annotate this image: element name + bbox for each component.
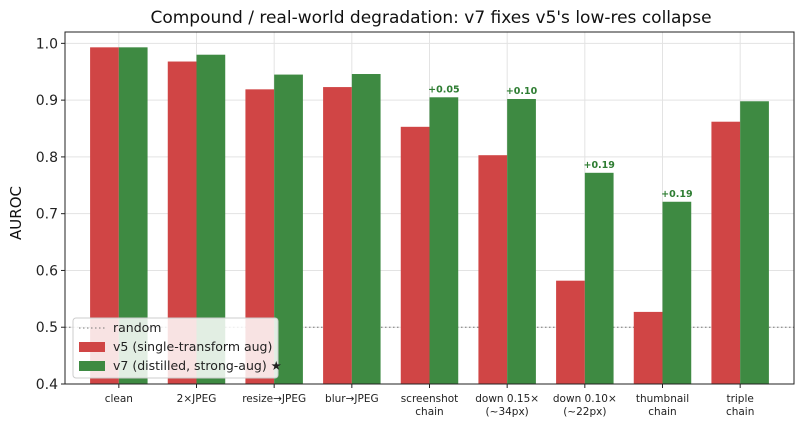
legend-box bbox=[72, 317, 279, 379]
legend-swatch bbox=[79, 361, 105, 371]
x-tick-label: (~22px) bbox=[563, 406, 606, 418]
y-tick-label: 0.7 bbox=[36, 207, 58, 223]
legend-random-label: random bbox=[113, 320, 161, 335]
bar-v5 bbox=[556, 280, 585, 384]
y-tick-label: 0.4 bbox=[36, 377, 58, 393]
legend: random v5 (single-transform aug) v7 (disti… bbox=[72, 317, 282, 379]
bar-v7 bbox=[351, 74, 381, 384]
y-axis-label: AUROC bbox=[7, 186, 25, 240]
x-tick-label: chain bbox=[415, 406, 443, 418]
x-tick-label: down 0.10× bbox=[553, 393, 617, 405]
bar-v7 bbox=[274, 74, 303, 385]
x-tick-label: chain bbox=[648, 406, 676, 418]
x-tick-label: triple bbox=[726, 393, 753, 405]
delta-annotation: +0.19 bbox=[661, 189, 692, 200]
chart-title: Compound / real-world degradation: v7 fi… bbox=[150, 8, 711, 28]
x-axis-ticks: clean 2×JPEG resize→JPEG blur→JPEG screensho… bbox=[105, 384, 754, 418]
y-axis-ticks: 0.4 0.5 0.6 0.7 0.8 0.9 1.0 bbox=[36, 36, 65, 393]
x-tick-label: resize→JPEG bbox=[242, 393, 306, 405]
x-tick-label: clean bbox=[105, 393, 133, 405]
bar-v5 bbox=[478, 155, 508, 384]
delta-annotation: +0.10 bbox=[506, 86, 538, 97]
bar-v5 bbox=[633, 311, 663, 384]
bar-v5 bbox=[711, 121, 741, 385]
legend-series-label: v5 (single-transform aug) bbox=[113, 339, 272, 354]
y-tick-label: 0.6 bbox=[36, 263, 58, 279]
bar-v5 bbox=[323, 87, 352, 384]
improvement-annotations: +0.05 +0.10 +0.19 +0.19 bbox=[428, 84, 692, 199]
x-tick-label: down 0.15× bbox=[475, 393, 539, 405]
x-tick-label: 2×JPEG bbox=[177, 393, 217, 405]
bar-v7 bbox=[584, 172, 614, 384]
bar-v5 bbox=[400, 126, 430, 385]
legend-swatch bbox=[79, 342, 105, 352]
x-tick-label: blur→JPEG bbox=[325, 393, 379, 405]
bar-v7 bbox=[662, 201, 692, 384]
x-tick-label: chain bbox=[726, 406, 754, 418]
y-tick-label: 0.5 bbox=[36, 320, 58, 336]
bar-v7 bbox=[740, 101, 769, 384]
x-tick-label: thumbnail bbox=[636, 393, 689, 405]
bar-v7 bbox=[429, 97, 459, 385]
delta-annotation: +0.05 bbox=[428, 84, 459, 95]
y-tick-label: 1.0 bbox=[36, 36, 58, 52]
x-tick-label: (~34px) bbox=[486, 406, 529, 418]
delta-annotation: +0.19 bbox=[583, 160, 614, 171]
y-tick-label: 0.8 bbox=[36, 150, 58, 166]
bar-v7 bbox=[507, 98, 536, 385]
x-tick-label: screenshot bbox=[401, 393, 459, 405]
y-tick-label: 0.9 bbox=[36, 93, 58, 109]
legend-series-label: v7 (distilled, strong-aug) ★ bbox=[113, 358, 282, 373]
